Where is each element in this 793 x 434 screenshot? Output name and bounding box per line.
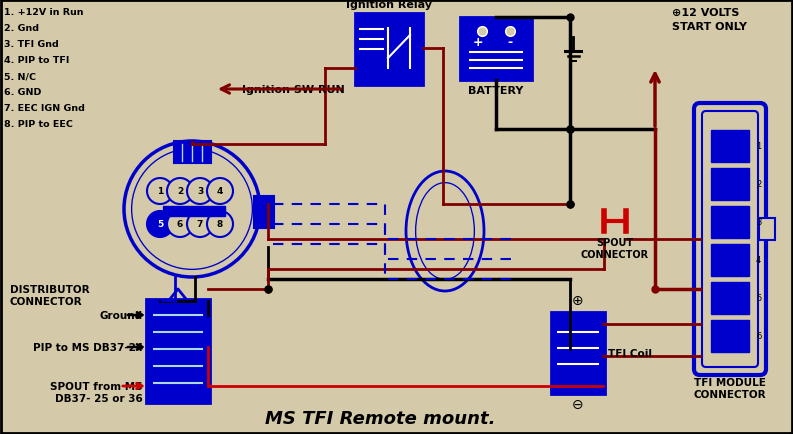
FancyBboxPatch shape [711, 283, 749, 314]
Text: BATTERY: BATTERY [469, 86, 523, 96]
FancyBboxPatch shape [460, 18, 532, 81]
Text: 6: 6 [756, 332, 761, 341]
FancyBboxPatch shape [711, 207, 749, 238]
Text: 4. PIP to TFI: 4. PIP to TFI [4, 56, 69, 65]
FancyBboxPatch shape [254, 197, 274, 228]
Text: Ignition Relay: Ignition Relay [346, 0, 432, 10]
Text: 1: 1 [157, 187, 163, 196]
Text: PIP to MS DB37-24: PIP to MS DB37-24 [33, 342, 143, 352]
Text: START ONLY: START ONLY [672, 22, 747, 32]
Circle shape [187, 211, 213, 237]
Text: Ground: Ground [100, 310, 143, 320]
Circle shape [147, 211, 173, 237]
Text: 7. EEC IGN Gnd: 7. EEC IGN Gnd [4, 104, 85, 113]
FancyBboxPatch shape [163, 207, 225, 217]
Text: 2. Gnd: 2. Gnd [4, 24, 39, 33]
Text: Ignition SW RUN: Ignition SW RUN [242, 85, 345, 95]
Text: ⊕12 VOLTS: ⊕12 VOLTS [672, 8, 739, 18]
FancyBboxPatch shape [711, 169, 749, 201]
FancyBboxPatch shape [711, 131, 749, 163]
Text: 3: 3 [197, 187, 203, 196]
Text: MS TFI Remote mount.: MS TFI Remote mount. [265, 409, 496, 427]
Text: 4: 4 [216, 187, 223, 196]
Circle shape [207, 211, 233, 237]
FancyBboxPatch shape [759, 218, 775, 240]
FancyBboxPatch shape [711, 244, 749, 276]
FancyBboxPatch shape [355, 14, 423, 86]
Circle shape [133, 151, 251, 268]
Circle shape [167, 178, 193, 204]
Text: SPOUT
CONNECTOR: SPOUT CONNECTOR [581, 237, 649, 259]
Text: 5: 5 [157, 220, 163, 229]
FancyBboxPatch shape [694, 104, 766, 375]
Text: 3. TFI Gnd: 3. TFI Gnd [4, 40, 59, 49]
Text: -: - [508, 36, 512, 49]
FancyBboxPatch shape [551, 312, 605, 394]
FancyBboxPatch shape [702, 112, 758, 367]
Text: 6. GND: 6. GND [4, 88, 41, 97]
Text: 8: 8 [216, 220, 223, 229]
Text: TFI Coil: TFI Coil [608, 348, 652, 358]
Text: 1. +12V in Run: 1. +12V in Run [4, 8, 83, 17]
Text: 8. PIP to EEC: 8. PIP to EEC [4, 120, 73, 129]
Text: SPOUT from MS
DB37- 25 or 36: SPOUT from MS DB37- 25 or 36 [51, 381, 143, 403]
Circle shape [187, 178, 213, 204]
Circle shape [147, 178, 173, 204]
FancyBboxPatch shape [146, 299, 210, 403]
Text: 5: 5 [756, 294, 761, 303]
Circle shape [167, 211, 193, 237]
Text: +: + [473, 36, 483, 49]
Text: 6: 6 [177, 220, 183, 229]
Text: DISTRIBUTOR
CONNECTOR: DISTRIBUTOR CONNECTOR [10, 284, 90, 306]
Text: 2: 2 [177, 187, 183, 196]
Text: 4: 4 [756, 256, 761, 265]
Text: 1: 1 [756, 142, 761, 151]
Text: 5. N/C: 5. N/C [4, 72, 36, 81]
FancyBboxPatch shape [711, 320, 749, 352]
Circle shape [207, 178, 233, 204]
Text: ⊕: ⊕ [573, 293, 584, 307]
Text: ⊖: ⊖ [573, 397, 584, 411]
FancyBboxPatch shape [174, 141, 211, 164]
Text: 2: 2 [756, 180, 761, 189]
Text: 3: 3 [756, 218, 761, 227]
Text: TFI MODULE
CONNECTOR: TFI MODULE CONNECTOR [694, 377, 766, 399]
Ellipse shape [417, 184, 473, 278]
Text: 7: 7 [197, 220, 203, 229]
